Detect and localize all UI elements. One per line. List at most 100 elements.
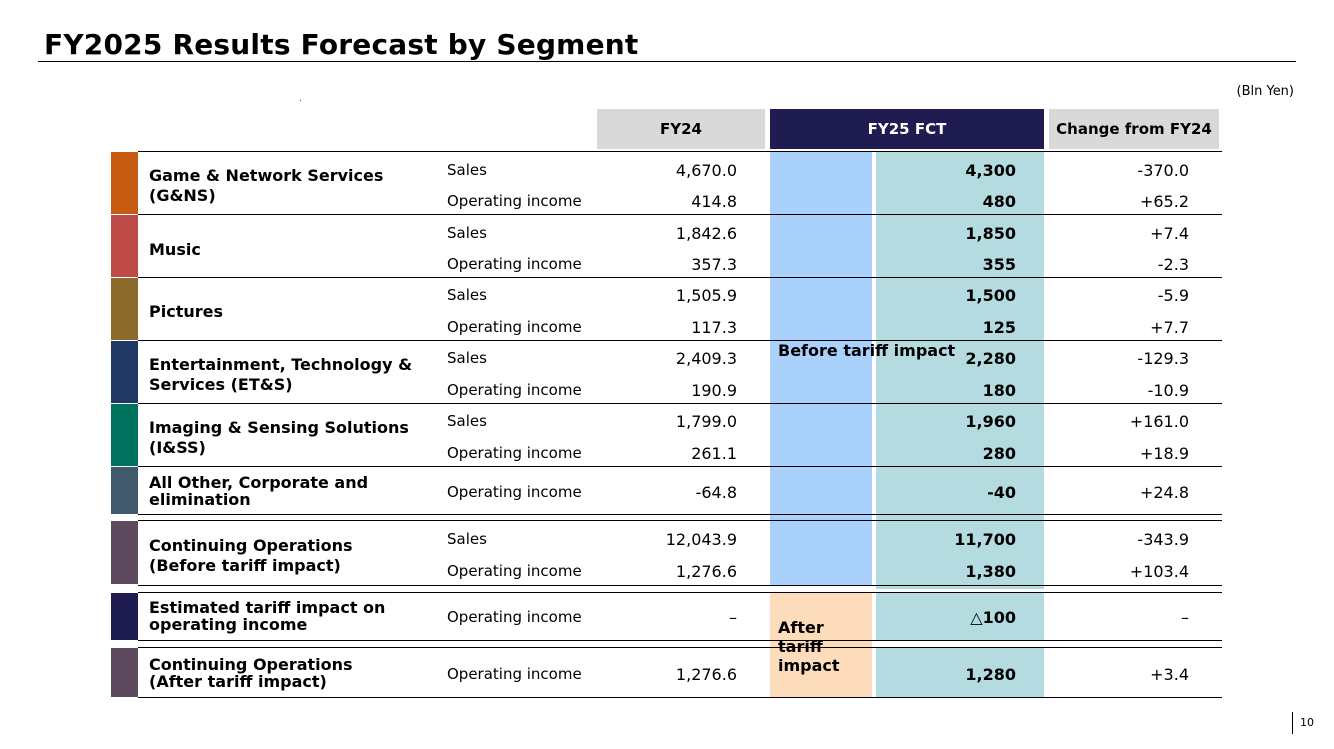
change-value: +18.9 xyxy=(1139,444,1189,463)
row-divider xyxy=(138,403,1222,404)
row-divider xyxy=(138,214,1222,215)
segment-name-pictures: Pictures xyxy=(149,302,223,321)
cont-after-color-bar xyxy=(111,648,138,697)
fy24-value: 12,043.9 xyxy=(665,530,737,549)
segment-name-other: All Other, Corporate and elimination xyxy=(149,473,369,509)
column-gap xyxy=(876,641,1044,647)
segment-name-cont-after: Continuing Operations (After tariff impa… xyxy=(149,655,353,691)
change-value: +7.4 xyxy=(1150,224,1189,243)
row-label: Sales xyxy=(447,530,487,548)
change-value: +7.7 xyxy=(1150,318,1189,337)
row-label: Operating income xyxy=(447,318,582,336)
change-value: +103.4 xyxy=(1129,562,1189,581)
fy25-value: 11,700 xyxy=(954,530,1016,549)
row-label: Operating income xyxy=(447,562,582,580)
after-tariff-column xyxy=(770,593,872,697)
fy25-value: 1,380 xyxy=(965,562,1016,581)
row-label: Operating income xyxy=(447,444,582,462)
row-divider xyxy=(138,520,1222,521)
row-label: Sales xyxy=(447,286,487,304)
fy25-value: 2,280 xyxy=(965,349,1016,368)
fy24-value: 1,799.0 xyxy=(675,412,737,431)
segment-name-gns: Game & Network Services (G&NS) xyxy=(149,166,384,205)
change-value: -2.3 xyxy=(1157,255,1189,274)
gns-color-bar xyxy=(111,152,138,214)
fy24-value: 1,276.6 xyxy=(675,562,737,581)
fy24-value: 1,276.6 xyxy=(675,665,737,684)
row-label: Operating income xyxy=(447,381,582,399)
title-underline xyxy=(38,61,1296,62)
fy24-value: 1,505.9 xyxy=(675,286,737,305)
row-divider xyxy=(138,697,1222,698)
change-value: -10.9 xyxy=(1147,381,1189,400)
fy24-value: 190.9 xyxy=(691,381,737,400)
change-value: -5.9 xyxy=(1157,286,1189,305)
row-divider xyxy=(138,466,1222,467)
fy24-value: -64.8 xyxy=(695,483,737,502)
header-change: Change from FY24 xyxy=(1049,109,1219,149)
segment-name-ets: Entertainment, Technology & Services (ET… xyxy=(149,355,413,394)
column-gap xyxy=(876,589,1044,593)
fy25-value: 480 xyxy=(982,192,1016,211)
segment-name-music: Music xyxy=(149,240,201,259)
row-label: Sales xyxy=(447,349,487,367)
fy25-value: 1,500 xyxy=(965,286,1016,305)
row-divider xyxy=(138,151,1222,152)
fy25-value: 1,280 xyxy=(965,665,1016,684)
row-label: Operating income xyxy=(447,483,582,501)
before-tariff-column xyxy=(770,151,872,585)
fy24-value: – xyxy=(729,608,737,627)
change-value: -129.3 xyxy=(1137,349,1189,368)
other-color-bar xyxy=(111,467,138,514)
row-label: Sales xyxy=(447,224,487,242)
segment-name-iss: Imaging & Sensing Solutions (I&SS) xyxy=(149,418,409,457)
fy24-value: 2,409.3 xyxy=(675,349,737,368)
row-label: Operating income xyxy=(447,192,582,210)
fy25-value: 180 xyxy=(982,381,1016,400)
tariff-color-bar xyxy=(111,593,138,640)
fy25-value: 4,300 xyxy=(965,161,1016,180)
change-value: +65.2 xyxy=(1139,192,1189,211)
fy25-value: 1,850 xyxy=(965,224,1016,243)
music-color-bar xyxy=(111,215,138,277)
fy25-value: △100 xyxy=(970,608,1016,627)
page-number: 10 xyxy=(1300,716,1314,729)
change-value: +3.4 xyxy=(1150,665,1189,684)
iss-color-bar xyxy=(111,404,138,466)
fy24-value: 261.1 xyxy=(691,444,737,463)
change-value: – xyxy=(1181,608,1189,627)
row-label: Operating income xyxy=(447,608,582,626)
row-divider xyxy=(138,585,1222,586)
pictures-color-bar xyxy=(111,278,138,340)
row-label: Sales xyxy=(447,412,487,430)
fy24-value: 4,670.0 xyxy=(675,161,737,180)
row-label: Operating income xyxy=(447,665,582,683)
row-label: Operating income xyxy=(447,255,582,273)
fy24-value: 1,842.6 xyxy=(675,224,737,243)
fy25-value: 355 xyxy=(982,255,1016,274)
row-divider xyxy=(138,592,1222,593)
stray-dot xyxy=(300,100,301,101)
change-value: +24.8 xyxy=(1139,483,1189,502)
fy25-value: 1,960 xyxy=(965,412,1016,431)
fy24-value: 414.8 xyxy=(691,192,737,211)
page-number-divider xyxy=(1292,712,1293,734)
change-value: -343.9 xyxy=(1137,530,1189,549)
fy25-value: -40 xyxy=(987,483,1016,502)
cont-before-color-bar xyxy=(111,521,138,584)
header-fy24: FY24 xyxy=(597,109,765,149)
unit-label: (Bln Yen) xyxy=(1236,84,1295,99)
page-title: FY2025 Results Forecast by Segment xyxy=(44,28,639,61)
row-divider xyxy=(138,514,1222,515)
header-fy25-forecast: FY25 FCT xyxy=(770,109,1044,149)
segment-name-cont-before: Continuing Operations (Before tariff imp… xyxy=(149,536,353,575)
fy24-value: 357.3 xyxy=(691,255,737,274)
fy25-value: 280 xyxy=(982,444,1016,463)
fy24-value: 117.3 xyxy=(691,318,737,337)
before-tariff-label: Before tariff impact xyxy=(778,341,956,360)
row-divider xyxy=(138,277,1222,278)
change-value: -370.0 xyxy=(1137,161,1189,180)
fy25-values-column xyxy=(876,151,1044,697)
fy25-value: 125 xyxy=(982,318,1016,337)
row-divider xyxy=(138,647,1222,648)
